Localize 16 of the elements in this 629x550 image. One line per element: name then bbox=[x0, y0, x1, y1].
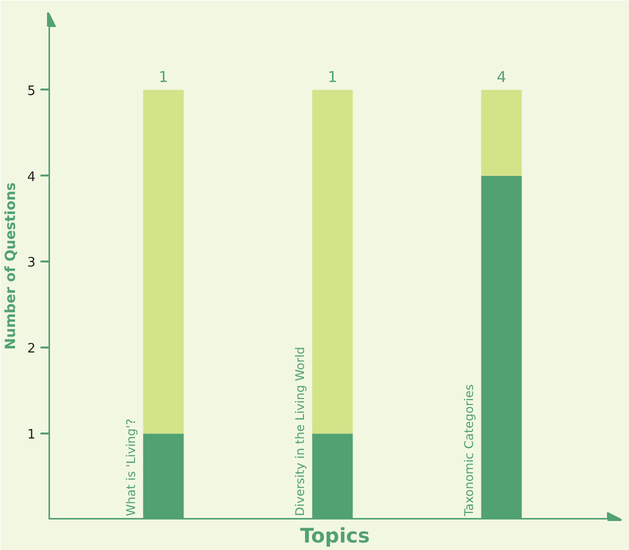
annotation: 1 bbox=[158, 68, 168, 86]
bar bbox=[481, 90, 522, 176]
y-axis-title: Number of Questions bbox=[3, 182, 20, 350]
x-tick-label: Taxonomic Categories bbox=[462, 384, 476, 518]
bar bbox=[143, 90, 184, 434]
bar bbox=[312, 90, 353, 434]
x-tick-label: What is 'Living'? bbox=[124, 418, 138, 516]
y-tick-label: 2 bbox=[27, 342, 36, 357]
y-tick-label: 5 bbox=[27, 84, 36, 99]
y-tick-label: 4 bbox=[27, 170, 36, 185]
y-tick-label: 3 bbox=[27, 256, 36, 271]
annotation: 4 bbox=[496, 68, 506, 86]
x-tick-label: Diversity in the Living World bbox=[293, 346, 308, 516]
y-tick-label: 1 bbox=[27, 428, 36, 443]
x-axis-title: Topics bbox=[300, 524, 370, 548]
annotation: 1 bbox=[328, 68, 338, 86]
